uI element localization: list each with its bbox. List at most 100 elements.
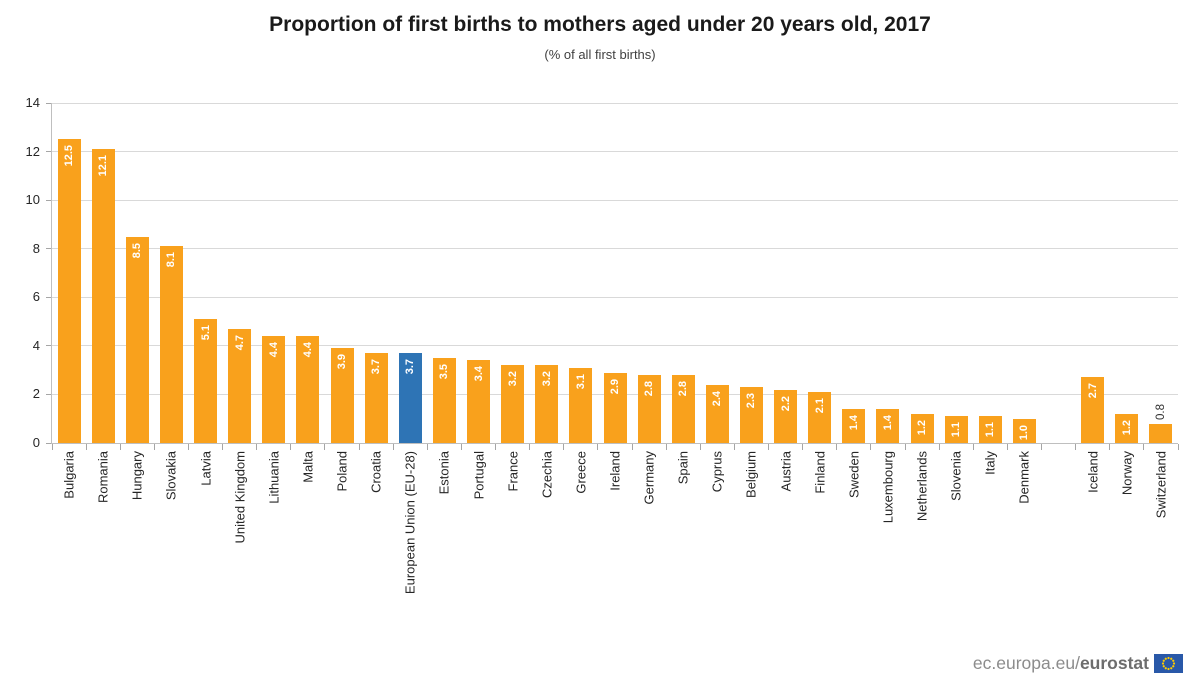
bar-slovenia [944,416,968,443]
bar-latvia [194,319,218,443]
x-axis-tick [358,444,360,450]
bar-value-label-united-kingdom: 4.7 [233,334,246,351]
bar-ireland [603,372,627,443]
y-axis-label: 8 [32,240,40,256]
y-axis-label: 4 [32,337,40,353]
y-axis-label: 12 [25,143,40,159]
bar-luxembourg [876,409,900,443]
y-axis-label: 10 [25,192,40,208]
bar-value-label-slovenia: 1.1 [950,422,963,438]
y-axis-label: 2 [32,386,40,402]
bar-croatia [364,353,388,443]
y-axis-label: 0 [32,435,40,450]
x-axis-tick [460,444,462,450]
bar-netherlands [910,413,934,443]
bar-malta [296,336,320,443]
bar-value-label-portugal: 3.4 [472,366,485,382]
x-axis-label-austria: Austria [778,451,794,492]
x-axis-label-sweden: Sweden [846,451,862,498]
bar-sweden [842,409,866,443]
x-axis-tick [1006,444,1008,450]
bar-value-label-luxembourg: 1.4 [881,415,894,431]
x-axis-tick [222,444,224,450]
bar-hungary [125,236,149,443]
bar-norway [1115,413,1139,443]
x-axis-label-united-kingdom: United Kingdom [232,451,248,544]
bar-value-label-malta: 4.4 [301,342,314,358]
bar-france [501,365,525,443]
bar-iceland [1081,377,1105,443]
x-axis-label-cyprus: Cyprus [709,451,725,493]
x-axis-label-spain: Spain [675,451,691,485]
x-axis-tick [563,444,565,450]
bar-value-label-cyprus: 2.4 [711,390,724,406]
x-axis-label-norway: Norway [1119,451,1135,496]
x-axis-tick [1143,444,1145,450]
bar-value-label-austria: 2.2 [779,395,792,411]
x-axis-tick [631,444,633,450]
x-axis-tick [119,444,121,450]
x-axis-tick [870,444,872,450]
footer-url-brand: eurostat [1079,653,1149,673]
bar-germany [637,375,661,443]
chart-title: Proportion of first births to mothers ag… [269,13,931,36]
x-axis-tick [597,444,599,450]
bar-value-label-romania: 12.1 [97,155,110,177]
x-axis-label-slovakia: Slovakia [163,451,179,501]
bar-value-label-slovakia: 8.1 [165,252,178,268]
y-axis-label: 6 [32,289,40,305]
gridline [52,296,1178,298]
bar-value-label-hungary: 8.5 [131,242,144,258]
chart-subtitle: (% of all first births) [544,47,656,62]
x-axis-tick [85,444,87,450]
x-axis-tick [256,444,258,450]
eu-flag-icon [1154,653,1183,673]
x-axis-tick [699,444,701,450]
x-axis-label-latvia: Latvia [198,451,214,486]
bar-value-label-denmark: 1.0 [1018,424,1031,440]
x-axis-label-portugal: Portugal [471,451,486,500]
x-axis-label-finland: Finland [812,451,828,494]
x-axis-tick [1041,444,1042,450]
bar-value-label-czechia: 3.2 [540,371,553,387]
footer-brand: ec.europa.eu/eurostat [973,653,1183,673]
y-axis-tick [46,102,52,104]
bar-italy [978,416,1002,443]
x-axis-label-germany: Germany [641,451,657,505]
x-axis-label-luxembourg: Luxembourg [880,451,896,524]
x-axis-label-estonia: Estonia [436,451,452,495]
x-axis-tick [426,444,428,450]
x-axis-tick [290,444,292,450]
x-axis-label-hungary: Hungary [129,451,145,501]
x-axis-label-slovenia: Slovenia [948,451,964,501]
y-axis-line [51,103,52,443]
footer-url-prefix: ec.europa.eu/ [972,653,1080,673]
x-axis-label-romania: Romania [95,451,111,504]
gridline [52,199,1178,201]
bar-portugal [467,360,490,443]
bar-value-label-france: 3.2 [506,371,519,387]
x-axis-label-malta: Malta [300,451,316,483]
x-axis-label-belgium: Belgium [743,451,759,498]
y-axis-tick [46,393,52,395]
bar-switzerland [1149,423,1173,443]
x-axis-tick [733,444,735,450]
bar-value-label-latvia: 5.1 [199,325,212,341]
bar-finland [808,392,832,443]
x-axis-label-poland: Poland [334,451,350,492]
y-axis-tick [46,199,52,201]
bar-greece [569,367,593,443]
x-axis-tick [1075,444,1077,450]
bar-denmark [1012,418,1036,443]
gridline [52,248,1178,250]
bar-value-label-estonia: 3.5 [438,364,451,380]
x-axis-tick [1177,444,1179,450]
bar-value-label-lithuania: 4.4 [267,342,280,358]
x-axis-tick [392,444,394,450]
x-axis-label-czechia: Czechia [539,451,555,498]
x-axis-label-iceland: Iceland [1085,451,1101,493]
y-axis-label: 14 [25,95,40,110]
bar-czechia [535,365,559,443]
bar-value-label-italy: 1.1 [984,422,997,438]
